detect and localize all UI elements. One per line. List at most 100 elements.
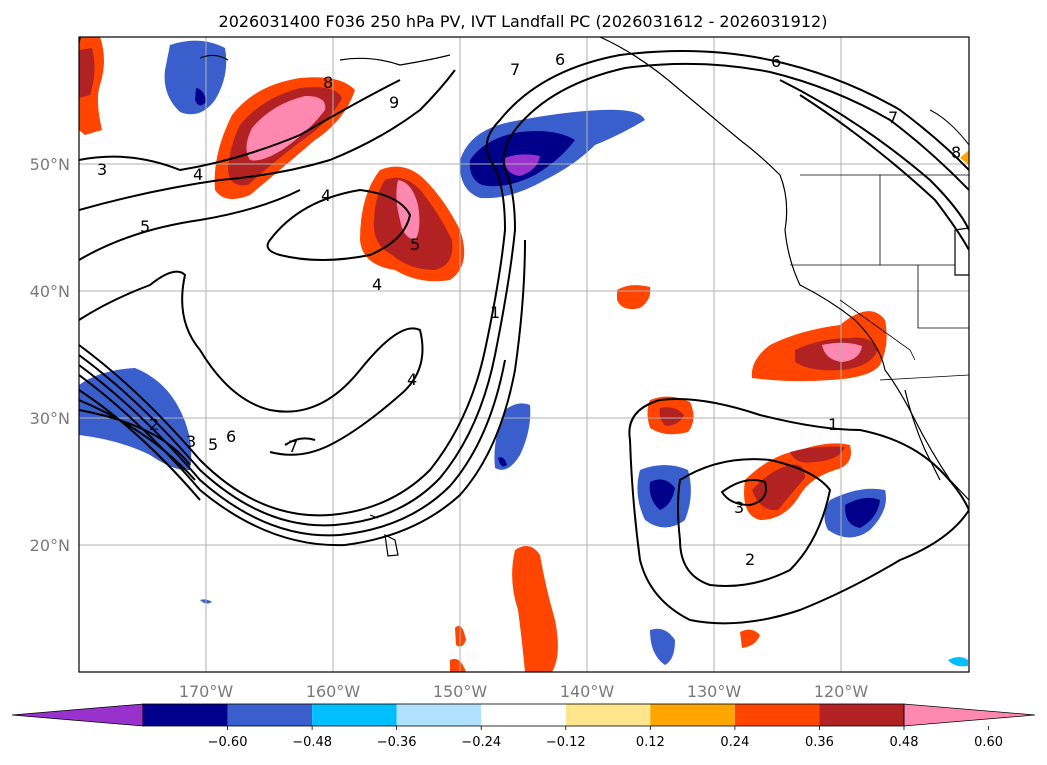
contour-label: 4 (193, 165, 203, 184)
contour-line (79, 62, 969, 527)
contour-line (79, 399, 196, 481)
colorbar-tick-label: −0.48 (292, 735, 332, 750)
lat-tick-labels: 50°N 40°N 30°N 20°N (30, 155, 70, 555)
contour-label: 3 (734, 498, 744, 517)
contour-label: 7 (888, 108, 898, 127)
contour-line (79, 189, 301, 261)
colorbar-tick-label: −0.60 (208, 735, 248, 750)
colorbar-tick-label: 0.48 (890, 735, 919, 750)
contour-label: 4 (372, 275, 382, 294)
pv-negative-patch (948, 657, 968, 667)
pv-negative-patch (494, 403, 531, 470)
lon-tick-labels: 170°W 160°W 150°W 140°W 130°W 120°W (179, 682, 869, 701)
contour-line (79, 79, 401, 172)
contour-label: 1 (828, 415, 838, 434)
lat-tick-label: 40°N (30, 282, 70, 301)
contour-label: 3 (97, 160, 107, 179)
state-border (839, 299, 916, 361)
lat-tick-label: 20°N (30, 536, 70, 555)
contour-label: 7 (510, 60, 520, 79)
ivt-contours-fine (929, 109, 969, 146)
colorbar-tick-label: −0.24 (461, 735, 501, 750)
contour-line (79, 389, 201, 501)
colorbar-segment (650, 704, 735, 726)
lon-tick-label: 130°W (687, 682, 742, 701)
lon-tick-label: 150°W (433, 682, 488, 701)
contour-line (79, 239, 526, 547)
north-america-coast (599, 37, 969, 501)
pv-positive-core (752, 464, 805, 511)
contour-line (677, 458, 832, 587)
lat-tick-label: 50°N (30, 155, 70, 174)
pv-positive-core (79, 48, 95, 98)
colorbar-frame (142, 703, 905, 727)
pv-negative-patch (79, 368, 192, 471)
colorbar-tick-label: 0.60 (974, 735, 1003, 750)
colorbar-tick-label: 0.24 (720, 735, 749, 750)
contour-line (799, 94, 969, 251)
contour-label: 7 (288, 437, 298, 456)
contour-line (79, 359, 506, 537)
colorbar-segment (481, 704, 566, 726)
hudson-shoreline (954, 227, 969, 276)
contour-label: 6 (555, 50, 565, 69)
contour-label: 5 (140, 217, 150, 236)
lat-tick-label: 30°N (30, 409, 70, 428)
colorbar-tick-label: 0.36 (805, 735, 834, 750)
contour-label: 5 (208, 435, 218, 454)
contour-labels: 3 4 5 8 9 7 6 6 7 8 4 5 4 1 4 2 3 5 6 7 … (97, 50, 961, 569)
contour-label: 3 (186, 432, 196, 451)
pv-positive-patch (960, 150, 969, 165)
pv-negative-core (649, 479, 675, 510)
map-title: 2026031400 F036 250 hPa PV, IVT Landfall… (219, 12, 828, 31)
contour-label: 8 (323, 73, 333, 92)
contour-line (628, 398, 969, 625)
pv-negative-patch (650, 628, 675, 665)
contour-line (79, 409, 191, 466)
contour-label: 4 (321, 186, 331, 205)
contour-label: 6 (771, 52, 781, 71)
colorbar-tick-label: −0.36 (377, 735, 417, 750)
pv-negative-patch (164, 40, 227, 115)
lon-tick-label: 140°W (560, 682, 615, 701)
colorbar-segment (227, 704, 313, 726)
pv-positive-max (822, 342, 862, 362)
state-border (917, 265, 969, 329)
pv-positive-patch (512, 546, 558, 672)
lon-tick-label: 170°W (179, 682, 234, 701)
colorbar-segment (734, 704, 820, 726)
contour-label: 5 (410, 235, 420, 254)
colorbar-extend-min (11, 703, 144, 727)
contour-line (79, 270, 424, 456)
contour-label: 4 (407, 370, 417, 389)
pv-positive-patch (450, 658, 466, 672)
alaska-coast (339, 54, 451, 66)
colorbar-segment (143, 704, 228, 726)
lon-tick-label: 160°W (306, 682, 361, 701)
contour-label: 1 (490, 303, 500, 322)
contour-label: 2 (745, 550, 755, 569)
pv-negative-core (195, 88, 206, 106)
colorbar-segment (565, 704, 651, 726)
pv-negative-core (498, 457, 507, 467)
colorbar-segment (819, 704, 904, 726)
baja-coast (904, 389, 941, 481)
political-borders (790, 174, 969, 381)
contour-line (79, 69, 456, 211)
contour-line (79, 50, 969, 517)
colorbar: −0.60 −0.48 −0.36 −0.24 −0.12 0.12 0.24 0.36 0.4… (11, 703, 1036, 750)
contour-line (929, 109, 969, 146)
colorbar-tick-label: −0.12 (546, 735, 586, 750)
pv-positive-patch (740, 629, 760, 648)
colorbar-extend-max (903, 703, 1036, 727)
pv-positive-core (790, 446, 845, 463)
contour-line (284, 437, 316, 446)
island (199, 54, 229, 61)
colorbar-segment (312, 704, 397, 726)
colorbar-segment (396, 704, 482, 726)
lon-tick-label: 120°W (814, 682, 869, 701)
pv-positive-core (659, 407, 684, 426)
contour-label: 8 (951, 143, 961, 162)
pv-negative-max (504, 154, 540, 176)
